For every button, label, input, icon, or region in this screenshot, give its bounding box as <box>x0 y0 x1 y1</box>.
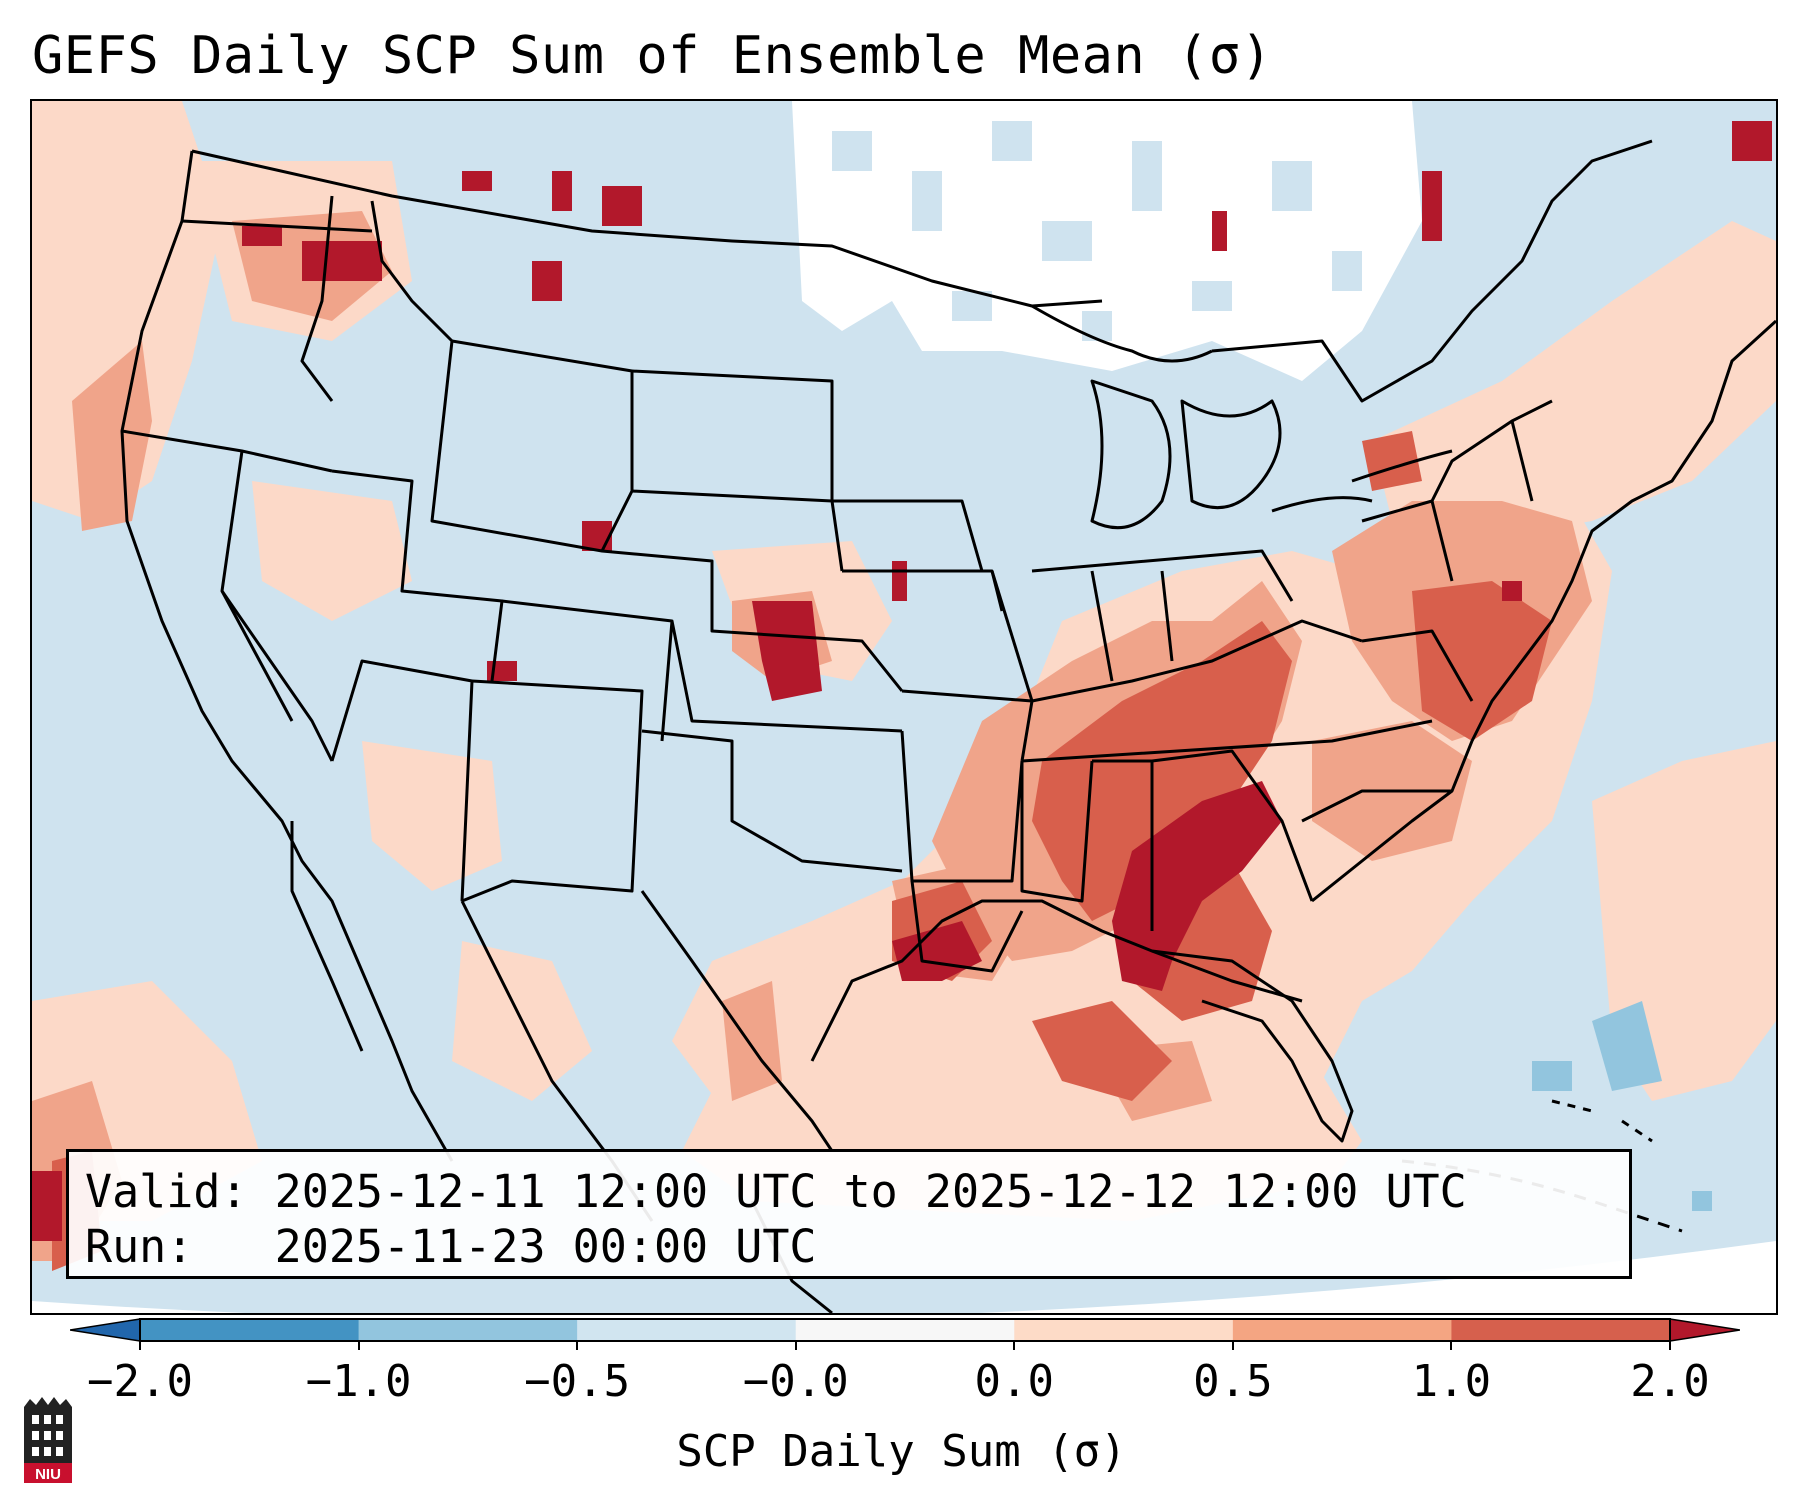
blue-patches <box>1532 1001 1712 1211</box>
map-panel <box>30 99 1778 1315</box>
no-data-speckles <box>832 121 1362 341</box>
niu-logo: NIU <box>24 1397 72 1483</box>
colorbar-tickmark <box>357 1340 360 1350</box>
colorbar-segment <box>577 1319 797 1341</box>
colorbar-tick-label: 1.0 <box>1411 1356 1492 1407</box>
colorbar-tickmark <box>1231 1340 1234 1350</box>
dark-red-hotspots <box>32 121 1772 1241</box>
colorbar-segment <box>358 1319 578 1341</box>
logo-text: NIU <box>35 1466 61 1483</box>
map-canvas <box>32 101 1776 1313</box>
colorbar-segment <box>140 1319 360 1341</box>
run-label: Run: <box>85 1220 194 1273</box>
colorbar-tickmark <box>1669 1340 1671 1350</box>
valid-value: 2025-12-11 12:00 UTC to 2025-12-12 12:00… <box>274 1165 1467 1218</box>
colorbar-segments <box>70 1318 1740 1342</box>
hotspot-tennessee-valley <box>1112 781 1282 991</box>
colorbar-tickmark <box>139 1340 141 1350</box>
colorbar-tick-label: −0.5 <box>524 1356 631 1407</box>
colorbar-tick-label: −2.0 <box>87 1356 193 1407</box>
colorbar-tick-label: 0.5 <box>1193 1356 1273 1407</box>
colorbar-tickmark <box>576 1340 579 1350</box>
hotspot-pacific-nw <box>302 241 382 281</box>
coral-field <box>52 431 1552 1271</box>
colorbar-extend-low <box>70 1318 141 1342</box>
colorbar-tick-label: 2.0 <box>1630 1356 1710 1407</box>
valid-label: Valid: <box>85 1165 248 1218</box>
colorbar-tick-label: −1.0 <box>305 1356 412 1407</box>
colorbar-tick-label: 0.0 <box>974 1356 1055 1407</box>
colorbar-tickmark <box>794 1340 797 1350</box>
colorbar-segment <box>795 1319 1015 1341</box>
colorbar-segment <box>1232 1319 1452 1341</box>
hotspot-nebraska-kansas <box>752 601 822 701</box>
colorbar-label: SCP Daily Sum (σ) <box>676 1426 1127 1477</box>
no-data-region <box>792 101 1422 381</box>
run-value: 2025-11-23 00:00 UTC <box>274 1220 817 1273</box>
logo-tower-icon <box>24 1397 72 1463</box>
projection-edge <box>32 1241 1776 1313</box>
colorbar-extend-high <box>1669 1318 1740 1342</box>
colorbar-tickmark <box>1450 1340 1453 1350</box>
colorbar-segment <box>1451 1319 1671 1341</box>
colorbar <box>70 1318 1740 1342</box>
colorbar-tickmark <box>1013 1340 1016 1350</box>
valid-run-info-box: Valid: 2025-12-11 12:00 UTC to 2025-12-1… <box>66 1149 1632 1279</box>
colorbar-segment <box>1014 1319 1234 1341</box>
colorbar-tick-label: −0.0 <box>742 1356 849 1407</box>
colorbar-outline <box>139 1318 1671 1342</box>
chart-title: GEFS Daily SCP Sum of Ensemble Mean (σ) <box>32 26 1273 86</box>
